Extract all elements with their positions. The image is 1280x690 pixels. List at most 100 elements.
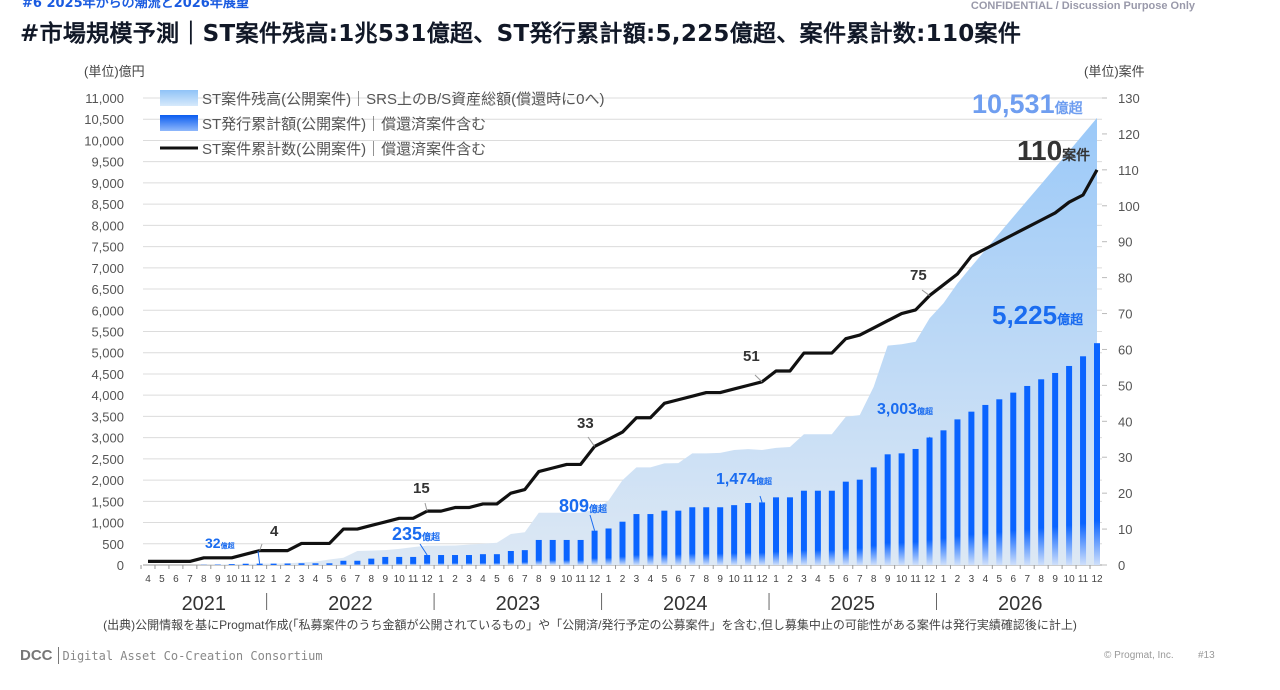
bar-annotation: 235億超	[392, 524, 441, 544]
month-tick-label: 1	[606, 574, 612, 585]
month-tick-label: 10	[896, 574, 908, 585]
month-tick-label: 12	[756, 574, 768, 585]
right-axis-label: (単位)案件	[1084, 64, 1145, 79]
issuance-bar	[968, 411, 975, 565]
annotation-value: 10,531	[972, 89, 1055, 119]
month-tick-label: 5	[327, 574, 333, 585]
month-tick-label: 6	[508, 574, 514, 585]
month-tick-label: 8	[1038, 574, 1044, 585]
annotation-value: 235	[392, 524, 422, 544]
month-tick-label: 1	[438, 574, 444, 585]
month-tick-label: 9	[550, 574, 556, 585]
issuance-bar	[228, 564, 235, 565]
issuance-bar	[1010, 392, 1017, 565]
left-axis-tick: 2,500	[91, 452, 124, 467]
left-axis-tick: 4,500	[91, 367, 124, 382]
issuance-bar	[535, 539, 542, 565]
month-tick-label: 11	[240, 574, 251, 585]
issuance-bar	[354, 560, 361, 565]
month-tick-label: 5	[997, 574, 1003, 585]
area-annotation: 10,531億超	[972, 89, 1084, 119]
left-axis-tick: 4,000	[91, 388, 124, 403]
month-tick-label: 2	[285, 574, 291, 585]
issuance-bar	[605, 528, 612, 565]
issuance-bar	[1080, 356, 1087, 565]
annotation-value: 809	[559, 496, 589, 516]
issuance-bar	[786, 497, 793, 565]
month-tick-label: 8	[369, 574, 375, 585]
month-tick-label: 10	[394, 574, 406, 585]
month-tick-label: 8	[703, 574, 709, 585]
left-axis-tick: 11,000	[85, 91, 124, 106]
month-tick-label: 4	[648, 574, 654, 585]
right-axis-tick: 20	[1118, 486, 1132, 501]
right-axis-tick: 90	[1118, 235, 1132, 250]
confidential-notice: CONFIDENTIAL / Discussion Purpose Only	[970, 0, 1195, 12]
annotation-leader-line	[419, 543, 428, 556]
issuance-bar	[410, 556, 417, 565]
issuance-bar	[479, 554, 486, 565]
left-axis-tick: 6,000	[91, 303, 124, 318]
left-axis-tick: 3,500	[91, 409, 124, 424]
annotation-value: 75	[910, 267, 927, 284]
annotation-leader-line	[759, 495, 763, 503]
left-axis-tick: 2,000	[91, 473, 124, 488]
issuance-bar	[689, 507, 696, 565]
month-tick-label: 5	[159, 574, 165, 585]
annotation-leader-line	[589, 514, 596, 531]
issuance-bar	[270, 563, 277, 565]
annotation-leader-line	[424, 502, 428, 512]
annotation-leader-line	[587, 436, 595, 447]
annotation-unit: 億超	[1057, 312, 1084, 327]
month-tick-label: 10	[729, 574, 741, 585]
issuance-bar	[1066, 365, 1073, 565]
section-subtitle: #6 2025年からの潮流と2026年展望	[22, 0, 249, 11]
issuance-bar	[563, 539, 570, 565]
left-axis-tick: 0	[117, 558, 124, 573]
year-label: 2021	[182, 593, 227, 615]
month-tick-label: 10	[1064, 574, 1076, 585]
month-tick-label: 11	[575, 574, 586, 585]
annotation-value: 3,003	[877, 401, 917, 418]
annotation-leader-line	[754, 374, 763, 383]
month-tick-label: 3	[969, 574, 975, 585]
issuance-bar	[759, 502, 766, 565]
month-tick-label: 4	[145, 574, 151, 585]
legend-label: ST発行累計額(公開案件)｜償還済案件含む	[202, 115, 486, 133]
right-axis-tick: 60	[1118, 342, 1132, 357]
left-axis-tick: 9,000	[91, 176, 124, 191]
issuance-bar	[396, 556, 403, 565]
month-tick-label: 2	[787, 574, 793, 585]
issuance-bar	[507, 550, 514, 565]
issuance-bar	[298, 563, 305, 565]
issuance-bar	[577, 539, 584, 565]
issuance-bar	[340, 560, 347, 565]
annotation-value: 32	[205, 535, 221, 551]
month-tick-label: 3	[634, 574, 640, 585]
annotation-value: 5,225	[992, 300, 1057, 330]
bar-annotation: 5,225億超	[992, 300, 1084, 330]
annotation-leader-line	[259, 543, 263, 551]
issuance-bar	[675, 510, 682, 565]
issuance-bar	[814, 490, 821, 565]
month-tick-label: 9	[382, 574, 388, 585]
legend-label: ST案件累計数(公開案件)｜償還済案件含む	[202, 140, 486, 158]
month-tick-label: 12	[422, 574, 434, 585]
issuance-bar	[800, 490, 807, 565]
right-axis-tick: 50	[1118, 378, 1132, 393]
issuance-bar	[633, 514, 640, 565]
right-axis-tick: 40	[1118, 414, 1132, 429]
annotation-unit: 億超	[1055, 100, 1084, 116]
year-label: 2023	[496, 593, 541, 615]
annotation-unit: 億超	[589, 503, 608, 514]
left-axis-tick: 10,000	[84, 133, 124, 148]
month-tick-label: 6	[843, 574, 849, 585]
year-label: 2026	[998, 593, 1043, 615]
issuance-bar	[452, 555, 459, 565]
annotation-unit: 億超	[422, 531, 441, 542]
left-axis-tick: 8,500	[91, 197, 124, 212]
month-tick-label: 9	[885, 574, 891, 585]
issuance-bar	[424, 555, 431, 565]
month-tick-label: 1	[773, 574, 779, 585]
cumulative-count-line	[148, 169, 1099, 564]
